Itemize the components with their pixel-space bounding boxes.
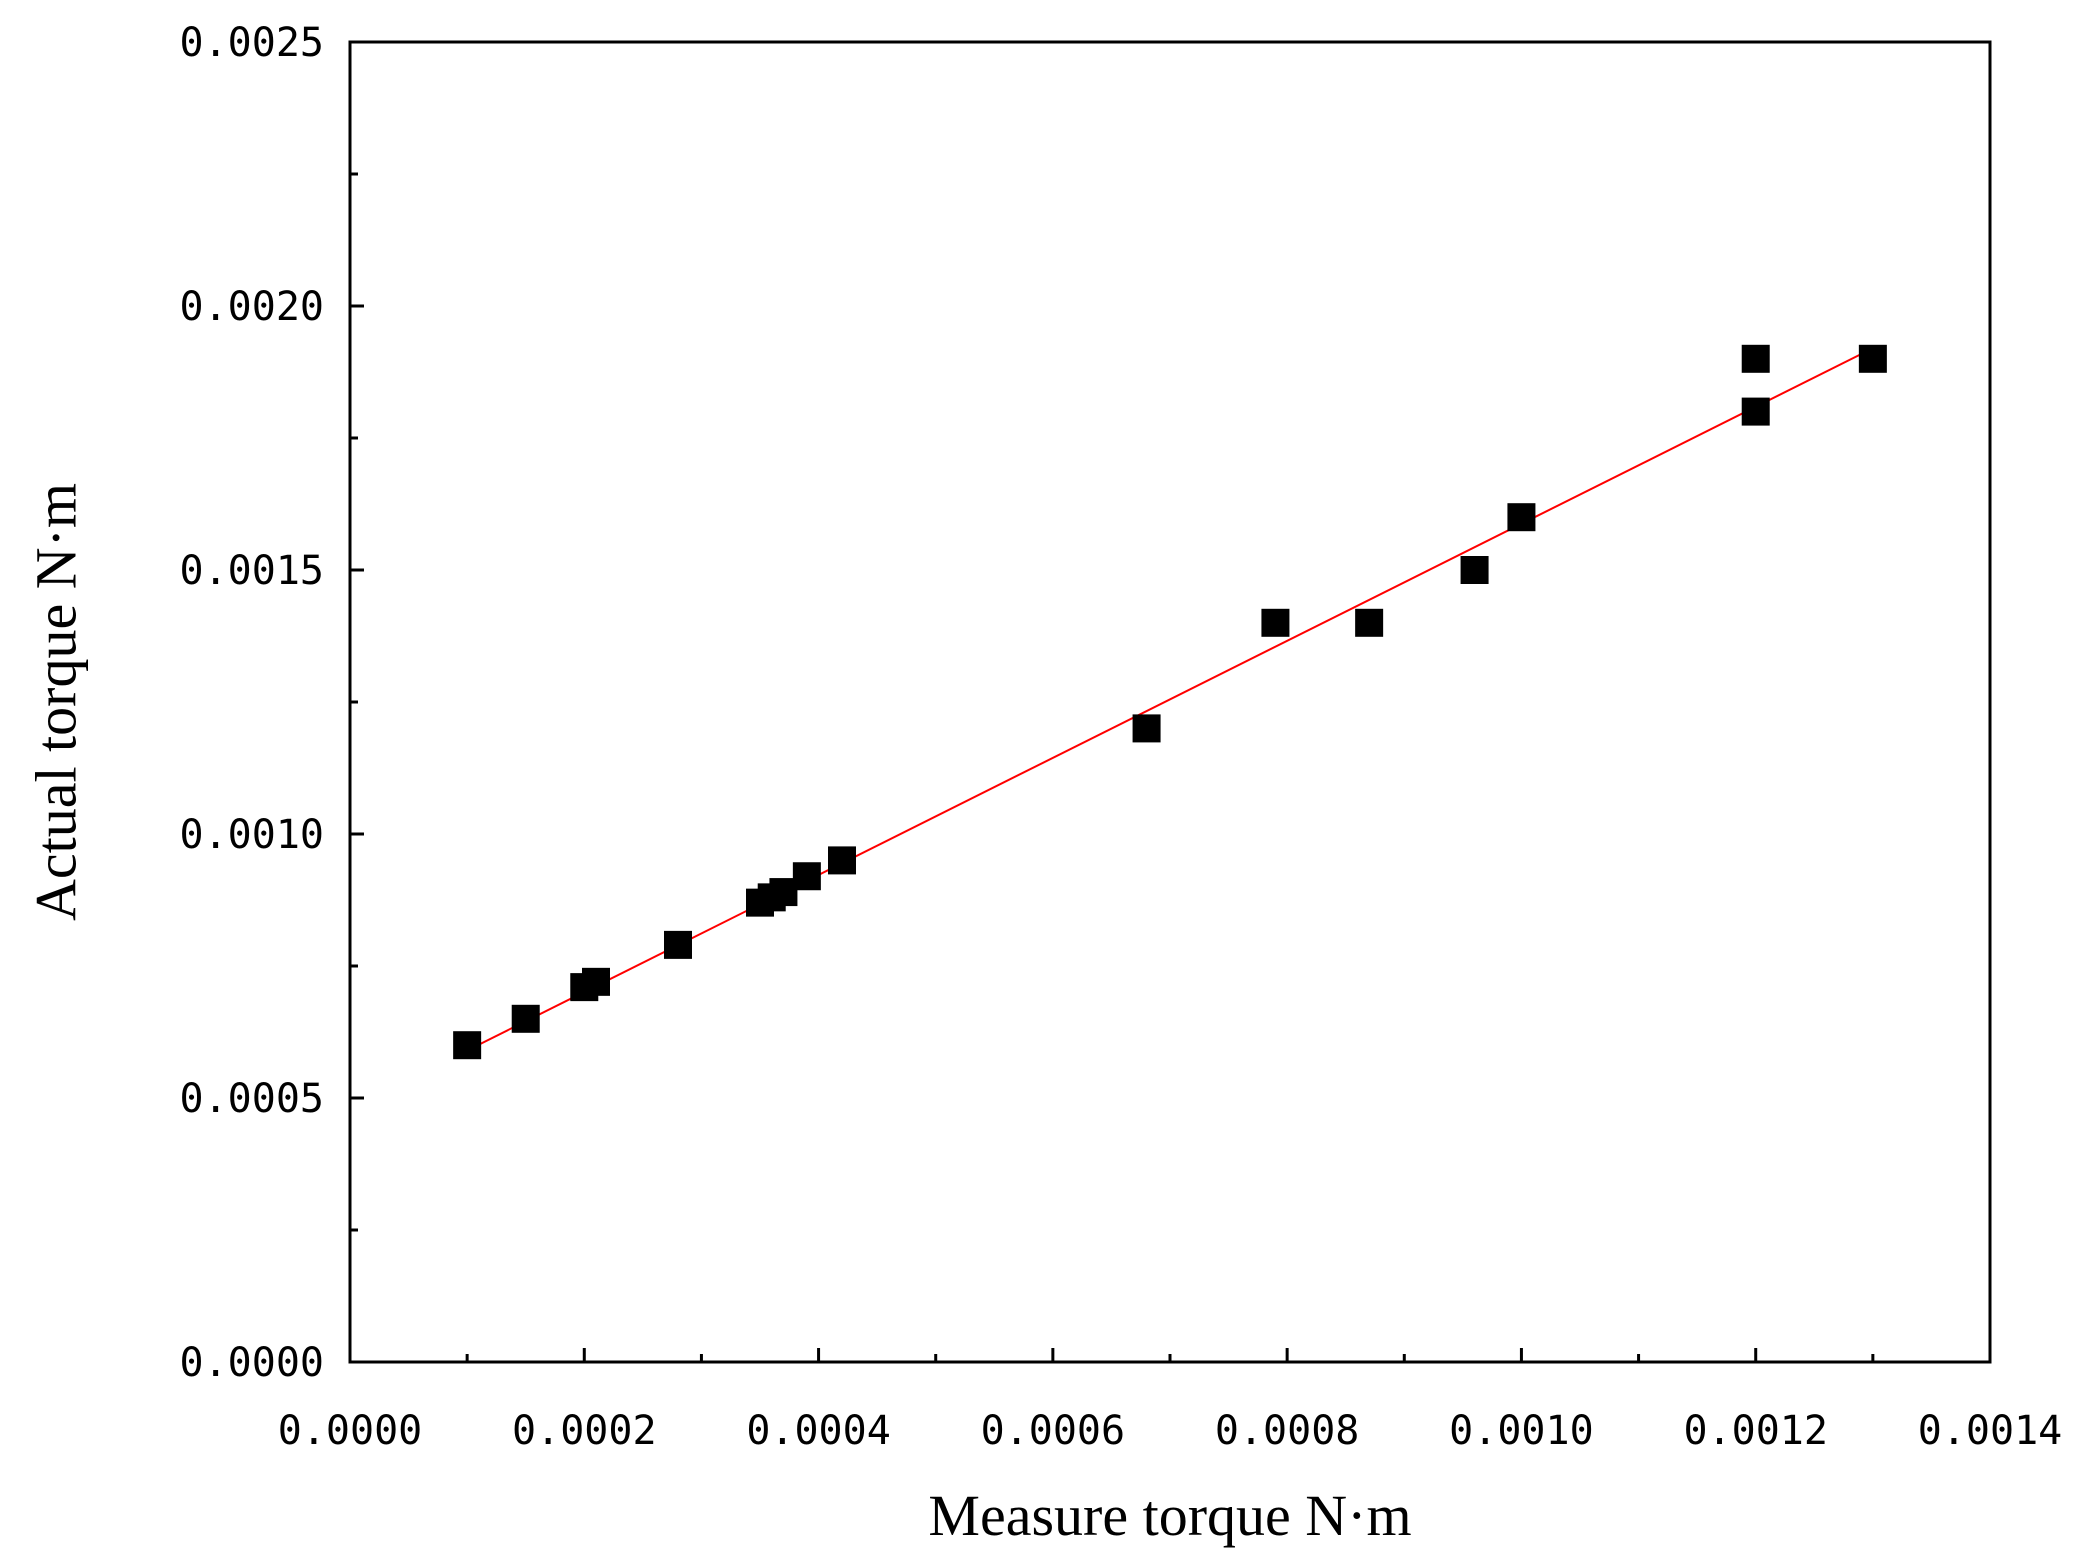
data-point (1460, 556, 1489, 584)
x-tick-label: 0.0012 (1683, 1408, 1828, 1454)
data-point (582, 967, 610, 996)
x-tick-label: 0.0006 (981, 1408, 1126, 1454)
x-tick-label: 0.0008 (1215, 1408, 1360, 1454)
x-tick-label: 0.0010 (1449, 1408, 1594, 1454)
y-tick-label: 0.0020 (180, 284, 325, 330)
y-tick-label: 0.0000 (180, 1340, 325, 1386)
x-tick-label: 0.0014 (1918, 1408, 2063, 1454)
fit-line (466, 347, 1874, 1052)
y-tick-labels: 0.0000 0.0005 0.0010 0.0015 0.0020 0.0025 (180, 20, 325, 1386)
axis-ticks (348, 40, 1992, 1364)
data-point (1261, 608, 1290, 637)
y-tick-label: 0.0005 (180, 1076, 325, 1122)
data-markers (453, 344, 1887, 1060)
data-point (1741, 344, 1770, 373)
data-point (792, 862, 821, 891)
data-point (1507, 503, 1536, 532)
data-point (1858, 344, 1887, 373)
data-point (769, 878, 798, 907)
y-tick-label: 0.0025 (180, 20, 325, 66)
data-point (1355, 608, 1384, 637)
x-tick-label: 0.0004 (746, 1408, 891, 1454)
x-axis-title: Measure torque N·m (928, 1483, 1411, 1548)
y-tick-label: 0.0015 (180, 548, 325, 594)
x-tick-labels: 0.0000 0.0002 0.0004 0.0006 0.0008 0.0010 0.00… (278, 1408, 2063, 1454)
data-point (511, 1004, 540, 1033)
data-point (453, 1031, 482, 1060)
data-point (828, 846, 856, 875)
data-point (1741, 397, 1770, 426)
plot-frame (348, 40, 1992, 1364)
x-tick-label: 0.0002 (512, 1408, 657, 1454)
x-tick-label: 0.0000 (278, 1408, 423, 1454)
data-point (664, 930, 692, 959)
data-point (1132, 714, 1161, 743)
y-axis-title: Actual torque N·m (23, 483, 88, 921)
y-tick-label: 0.0010 (180, 812, 325, 858)
fit-line-group (466, 347, 1874, 1052)
